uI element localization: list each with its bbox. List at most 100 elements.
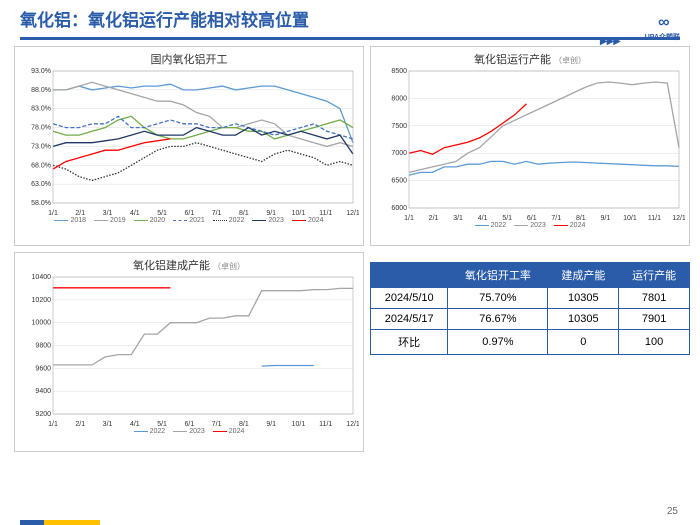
legend-item-2018: 2018 (54, 217, 86, 224)
table-cell-2-3: 100 (619, 330, 690, 355)
legend-item-2022: 2022 (475, 222, 507, 229)
svg-text:1/1: 1/1 (404, 215, 414, 222)
table-row: 2024/5/1075.70%103057801 (371, 288, 690, 309)
svg-text:9800: 9800 (35, 343, 51, 350)
svg-text:2/1: 2/1 (429, 215, 439, 222)
svg-text:9200: 9200 (35, 411, 51, 418)
table-cell-1-0: 2024/5/17 (371, 309, 448, 330)
svg-text:11/1: 11/1 (319, 210, 332, 217)
svg-text:2/1: 2/1 (75, 210, 85, 217)
svg-text:7500: 7500 (391, 123, 407, 130)
svg-text:5/1: 5/1 (157, 210, 167, 217)
data-table-wrap: 氧化铝开工率建成产能运行产能2024/5/1075.70%10305780120… (370, 252, 690, 452)
svg-text:5/1: 5/1 (502, 215, 512, 222)
svg-text:9/1: 9/1 (266, 421, 276, 428)
svg-text:10/1: 10/1 (292, 210, 306, 217)
table-header-2: 建成产能 (548, 263, 619, 288)
chart3-title: 氧化铝建成产能 （卓创） (19, 257, 359, 273)
svg-text:68.0%: 68.0% (31, 162, 51, 169)
table-cell-0-0: 2024/5/10 (371, 288, 448, 309)
svg-text:2/1: 2/1 (75, 421, 85, 428)
svg-text:12/1: 12/1 (346, 210, 359, 217)
legend-item-2024: 2024 (292, 217, 324, 224)
svg-text:7000: 7000 (391, 150, 407, 157)
svg-text:10/1: 10/1 (292, 421, 306, 428)
brand-logo: ∞ UPA众塑联 (645, 14, 680, 42)
svg-text:3/1: 3/1 (103, 210, 113, 217)
chart3-svg: 92009400960098001000010200104001/12/13/1… (19, 273, 359, 428)
table-cell-1-3: 7901 (619, 309, 690, 330)
table-cell-0-2: 10305 (548, 288, 619, 309)
table-cell-1-2: 10305 (548, 309, 619, 330)
svg-text:93.0%: 93.0% (31, 68, 51, 75)
svg-text:11/1: 11/1 (319, 421, 332, 428)
svg-text:3/1: 3/1 (453, 215, 463, 222)
chart2-title: 氧化铝运行产能 （卓创） (375, 51, 685, 67)
svg-text:7/1: 7/1 (212, 210, 222, 217)
data-table: 氧化铝开工率建成产能运行产能2024/5/1075.70%10305780120… (370, 262, 690, 355)
chart3-legend: 2022 2023 2024 (19, 428, 359, 435)
chart1-svg: 58.0%63.0%68.0%73.0%78.0%83.0%88.0%93.0%… (19, 67, 359, 217)
svg-text:11/1: 11/1 (648, 215, 661, 222)
footer-accent (20, 520, 100, 525)
svg-text:83.0%: 83.0% (31, 106, 51, 113)
logo-text: UPA众塑联 (645, 32, 680, 42)
table-cell-0-1: 75.70% (448, 288, 548, 309)
legend-item-2021: 2021 (173, 217, 205, 224)
svg-text:6/1: 6/1 (184, 421, 194, 428)
table-header-3: 运行产能 (619, 263, 690, 288)
svg-text:10/1: 10/1 (623, 215, 637, 222)
legend-item-2024: 2024 (554, 222, 586, 229)
svg-text:6/1: 6/1 (527, 215, 537, 222)
svg-text:10400: 10400 (32, 274, 52, 281)
svg-text:12/1: 12/1 (346, 421, 359, 428)
chart-built-capacity: 氧化铝建成产能 （卓创） 920094009600980010000102001… (14, 252, 364, 452)
svg-text:10000: 10000 (32, 320, 52, 327)
svg-text:7/1: 7/1 (551, 215, 561, 222)
svg-text:63.0%: 63.0% (31, 181, 51, 188)
table-row: 2024/5/1776.67%103057901 (371, 309, 690, 330)
svg-text:8500: 8500 (391, 68, 407, 75)
page-header: 氧化铝：氧化铝运行产能相对较高位置 (0, 0, 700, 35)
page-number: 25 (667, 506, 678, 517)
legend-item-2023: 2023 (173, 428, 205, 435)
svg-text:6000: 6000 (391, 205, 407, 212)
table-header-0 (371, 263, 448, 288)
legend-item-2019: 2019 (94, 217, 126, 224)
svg-text:7/1: 7/1 (212, 421, 222, 428)
table-cell-2-2: 0 (548, 330, 619, 355)
logo-icon: ∞ (645, 14, 680, 32)
chart-domestic-alumina: 国内氧化铝开工 58.0%63.0%68.0%73.0%78.0%83.0%88… (14, 46, 364, 246)
legend-item-2022: 2022 (134, 428, 166, 435)
svg-text:73.0%: 73.0% (31, 143, 51, 150)
chart1-title: 国内氧化铝开工 (19, 51, 359, 67)
svg-text:8/1: 8/1 (239, 421, 249, 428)
svg-text:12/1: 12/1 (672, 215, 685, 222)
svg-text:8/1: 8/1 (239, 210, 249, 217)
svg-text:8/1: 8/1 (576, 215, 586, 222)
svg-text:9/1: 9/1 (266, 210, 276, 217)
page-title: 氧化铝：氧化铝运行产能相对较高位置 (20, 6, 680, 31)
table-header-1: 氧化铝开工率 (448, 263, 548, 288)
legend-item-2023: 2023 (252, 217, 284, 224)
legend-item-2024: 2024 (213, 428, 245, 435)
svg-text:88.0%: 88.0% (31, 87, 51, 94)
svg-text:4/1: 4/1 (130, 421, 140, 428)
legend-item-2022: 2022 (213, 217, 245, 224)
svg-text:9400: 9400 (35, 388, 51, 395)
svg-text:8000: 8000 (391, 95, 407, 102)
chart2-svg: 6000650070007500800085001/12/13/14/15/16… (375, 67, 685, 222)
svg-text:9600: 9600 (35, 365, 51, 372)
svg-text:1/1: 1/1 (48, 421, 58, 428)
table-row: 环比0.97%0100 (371, 330, 690, 355)
table-cell-0-3: 7801 (619, 288, 690, 309)
table-cell-1-1: 76.67% (448, 309, 548, 330)
svg-text:58.0%: 58.0% (31, 200, 51, 207)
svg-text:6500: 6500 (391, 178, 407, 185)
legend-item-2020: 2020 (134, 217, 166, 224)
svg-text:4/1: 4/1 (130, 210, 140, 217)
table-cell-2-0: 环比 (371, 330, 448, 355)
table-cell-2-1: 0.97% (448, 330, 548, 355)
chart2-legend: 202220232024 (375, 222, 685, 229)
svg-text:9/1: 9/1 (600, 215, 610, 222)
